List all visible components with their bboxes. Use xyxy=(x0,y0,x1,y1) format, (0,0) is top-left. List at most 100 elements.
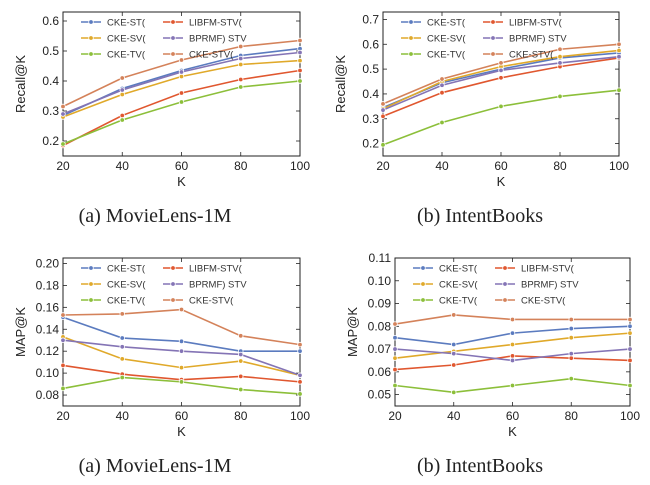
data-point xyxy=(178,69,185,75)
data-point xyxy=(451,362,457,368)
data-point xyxy=(380,142,386,148)
x-tick-label: 60 xyxy=(175,159,189,173)
x-tick-label: 60 xyxy=(494,159,508,173)
x-tick-label: 100 xyxy=(620,409,640,423)
y-tick-label: 0.16 xyxy=(36,300,60,314)
data-point xyxy=(238,43,244,50)
data-point xyxy=(451,312,457,318)
data-point xyxy=(238,351,244,358)
legend-entry: CKE-SV( xyxy=(439,280,478,291)
legend-swatch-point xyxy=(490,35,496,41)
data-point xyxy=(392,334,398,341)
x-tick-label: 80 xyxy=(565,409,579,423)
legend-swatch-point xyxy=(88,265,94,271)
legend-swatch-point xyxy=(88,35,94,41)
data-point xyxy=(568,355,574,361)
data-point xyxy=(509,341,516,348)
data-point xyxy=(178,99,185,105)
series-line xyxy=(382,89,620,146)
data-point xyxy=(60,111,66,117)
x-axis-label: K xyxy=(497,174,506,189)
y-tick-label: 0.5 xyxy=(362,62,379,76)
legend: CKE-ST(CKE-SV(CKE-TV(LIBFM-STV(BPRMF) ST… xyxy=(81,264,247,307)
data-point xyxy=(119,87,125,93)
data-point xyxy=(178,306,185,313)
data-point xyxy=(178,364,185,371)
data-point xyxy=(238,358,244,364)
y-tick-label: 0.6 xyxy=(42,14,59,28)
y-tick-label: 0.10 xyxy=(368,274,392,288)
data-point xyxy=(392,366,398,373)
data-point xyxy=(498,60,504,66)
data-point xyxy=(509,382,516,389)
legend-entry: LIBFM-STV( xyxy=(509,18,563,29)
y-tick-label: 0.06 xyxy=(368,365,392,379)
y-axis-label: MAP@K xyxy=(345,307,360,357)
data-point xyxy=(568,316,574,323)
data-point xyxy=(238,333,244,339)
legend: CKE-ST(CKE-SV(CKE-TV(LIBFM-STV(BPRMF) ST… xyxy=(413,264,579,307)
legend-entry: CKE-SV( xyxy=(107,280,146,291)
data-point xyxy=(392,355,398,361)
data-point xyxy=(627,323,633,330)
data-point xyxy=(178,338,185,345)
data-point xyxy=(568,325,574,332)
data-point xyxy=(297,78,303,84)
y-tick-label: 0.2 xyxy=(362,137,379,151)
legend-swatch-point xyxy=(408,35,414,41)
legend-entry: LIBFM-STV( xyxy=(521,264,575,275)
legend-entry: CKE-TV( xyxy=(107,50,146,61)
legend-swatch-point xyxy=(88,297,94,303)
x-tick-label: 40 xyxy=(435,159,449,173)
data-point xyxy=(119,374,125,381)
data-point xyxy=(557,53,563,60)
y-tick-label: 0.4 xyxy=(362,87,379,101)
legend-swatch-point xyxy=(170,297,176,303)
x-tick-label: 100 xyxy=(290,409,310,423)
data-point xyxy=(392,321,398,327)
data-point xyxy=(498,67,504,74)
data-point xyxy=(451,350,457,357)
x-tick-label: 20 xyxy=(388,409,402,423)
x-tick-label: 40 xyxy=(116,159,130,173)
legend-swatch-point xyxy=(490,51,496,57)
legend-entry: CKE-STV( xyxy=(509,50,554,61)
data-point xyxy=(509,330,516,336)
data-point xyxy=(451,341,457,348)
x-axis-label: K xyxy=(508,424,517,439)
data-point xyxy=(627,330,633,336)
data-point xyxy=(119,344,125,350)
plot-frame xyxy=(382,11,620,157)
data-point xyxy=(238,76,244,83)
legend-entry: BPRMF) STV xyxy=(189,34,247,45)
data-point xyxy=(60,385,66,392)
y-tick-label: 0.18 xyxy=(36,278,60,292)
data-point xyxy=(439,89,445,96)
legend: CKE-ST(CKE-SV(CKE-TV(LIBFM-STV(BPRMF) ST… xyxy=(81,18,247,61)
data-point xyxy=(380,107,386,113)
y-axis-label: MAP@K xyxy=(13,307,28,357)
x-tick-label: 100 xyxy=(290,159,310,173)
legend-swatch-point xyxy=(170,51,176,57)
y-axis-label: Recall@K xyxy=(333,55,348,113)
legend-swatch-point xyxy=(408,51,414,57)
chart-caption: (a) MovieLens-1M xyxy=(79,205,232,227)
data-point xyxy=(178,348,185,354)
y-tick-label: 0.08 xyxy=(368,319,392,333)
y-tick-label: 0.10 xyxy=(36,366,60,380)
chart-panel-1: 20 40 60 80 100 0.2 0.3 0.4 0.5 0.6 K Recall@K CKE-S… xyxy=(13,11,310,227)
data-point xyxy=(60,337,66,343)
series-line xyxy=(62,69,301,147)
data-point xyxy=(568,334,574,341)
data-point xyxy=(380,101,386,107)
data-point xyxy=(119,117,125,123)
data-point xyxy=(297,37,303,44)
data-point xyxy=(60,362,66,369)
data-point xyxy=(297,57,303,64)
data-point xyxy=(238,84,244,90)
legend-entry: BPRMF) STV xyxy=(521,280,579,291)
legend-entry: CKE-ST( xyxy=(427,18,466,29)
legend-entry: CKE-TV( xyxy=(439,296,478,307)
data-point xyxy=(297,348,303,354)
